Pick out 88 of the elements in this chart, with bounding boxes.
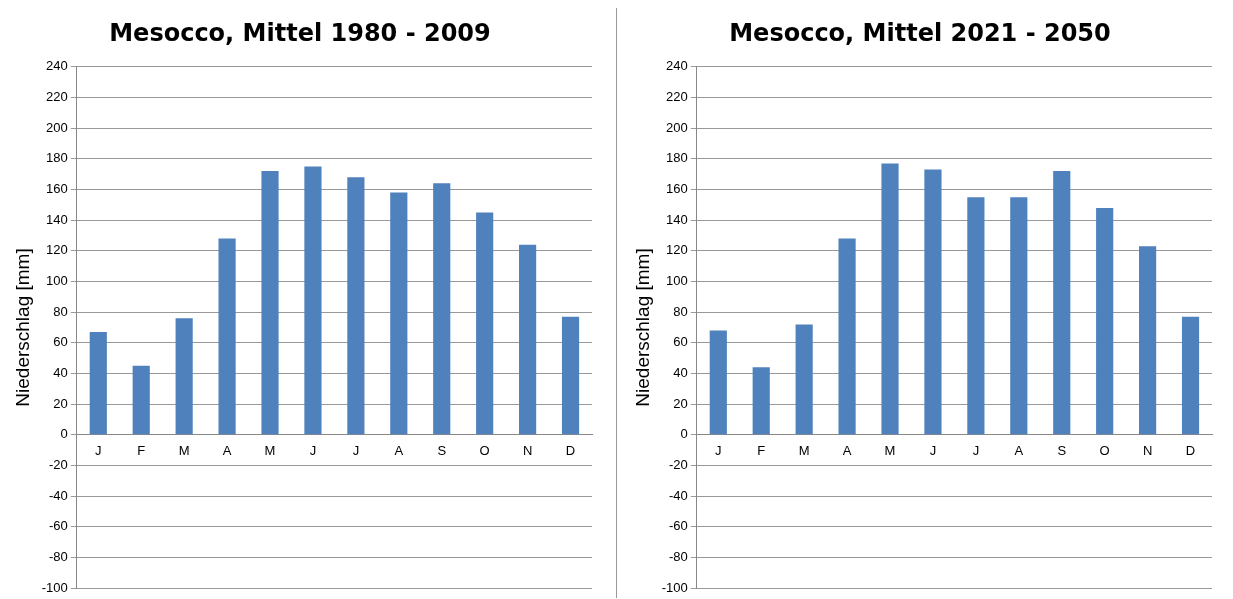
x-tick-label: J <box>352 443 360 459</box>
bar <box>1096 207 1114 435</box>
bar <box>1181 316 1200 435</box>
y-tick-label: 0 <box>60 426 68 442</box>
bar <box>795 324 813 435</box>
y-tick-label: 200 <box>666 119 688 135</box>
x-tick-label: F <box>757 443 766 459</box>
bar <box>218 238 236 435</box>
y-tick-label: 20 <box>673 395 688 411</box>
bar <box>924 169 942 435</box>
y-tick-label: 160 <box>46 181 68 197</box>
bar <box>1139 246 1157 435</box>
y-tick-label: 140 <box>666 211 688 227</box>
y-tick-label: 100 <box>666 273 688 289</box>
bar <box>89 332 107 435</box>
y-axis-title: Niederschlag [mm] <box>11 248 33 407</box>
y-tick-label: 160 <box>666 181 688 197</box>
y-tick-label: 60 <box>53 334 68 350</box>
x-tick-label: S <box>1057 443 1067 459</box>
y-tick-label: -80 <box>49 549 68 565</box>
bar <box>752 367 770 435</box>
bar <box>561 316 580 435</box>
y-tick-label: 40 <box>673 365 688 381</box>
x-tick-label: J <box>309 443 317 459</box>
x-tick-label: D <box>565 443 576 459</box>
bar <box>347 177 365 435</box>
bar <box>476 212 494 435</box>
y-tick-label: 180 <box>46 150 68 166</box>
bar <box>709 330 727 435</box>
x-tick-label: M <box>798 443 810 459</box>
x-tick-label: M <box>178 443 190 459</box>
bar <box>390 192 408 435</box>
x-tick-label: D <box>1185 443 1196 459</box>
y-tick-label: 80 <box>53 303 68 319</box>
y-tick-label: 240 <box>46 58 68 74</box>
x-tick-label: F <box>137 443 146 459</box>
y-tick-label: -40 <box>49 487 68 503</box>
y-tick-label: 120 <box>666 242 688 258</box>
y-tick-label: -80 <box>669 549 688 565</box>
y-tick-label: -100 <box>661 579 688 595</box>
x-tick-label: A <box>394 443 404 459</box>
x-tick-label: O <box>479 443 490 459</box>
x-tick-label: A <box>842 443 852 459</box>
y-tick-label: -60 <box>669 518 688 534</box>
bar <box>519 244 537 435</box>
y-tick-label: 100 <box>46 273 68 289</box>
y-tick-label: 20 <box>53 395 68 411</box>
y-tick-label: 60 <box>673 334 688 350</box>
bar <box>881 163 899 435</box>
y-tick-label: 120 <box>46 242 68 258</box>
y-tick-label: 220 <box>666 89 688 105</box>
x-tick-label: J <box>972 443 980 459</box>
x-tick-label: A <box>222 443 232 459</box>
y-tick-label: -100 <box>41 579 68 595</box>
y-tick-label: 140 <box>46 211 68 227</box>
y-tick-label: 0 <box>680 426 688 442</box>
bar <box>967 197 985 435</box>
chart-title: Mesocco, Mittel 2021 - 2050 <box>729 18 1111 47</box>
x-tick-label: J <box>95 443 102 459</box>
y-tick-label: -20 <box>49 457 68 473</box>
x-tick-label: M <box>884 443 896 459</box>
chart-title: Mesocco, Mittel 1980 - 2009 <box>109 18 491 47</box>
y-tick-label: 180 <box>666 150 688 166</box>
bar <box>433 183 451 435</box>
bar <box>132 365 150 435</box>
y-tick-label: 240 <box>666 58 688 74</box>
x-tick-label: A <box>1014 443 1024 459</box>
bar <box>838 238 856 435</box>
x-tick-label: J <box>715 443 722 459</box>
x-tick-label: J <box>929 443 937 459</box>
x-tick-label: O <box>1099 443 1110 459</box>
y-tick-label: 80 <box>673 303 688 319</box>
x-tick-label: N <box>1142 443 1153 459</box>
bar <box>304 166 322 435</box>
bar <box>175 318 193 435</box>
y-tick-label: -40 <box>669 487 688 503</box>
x-tick-label: N <box>522 443 533 459</box>
y-tick-label: 220 <box>46 89 68 105</box>
y-tick-label: -60 <box>49 518 68 534</box>
x-tick-label: M <box>264 443 276 459</box>
y-tick-label: 200 <box>46 119 68 135</box>
bar <box>1010 197 1028 435</box>
bar <box>261 171 279 435</box>
y-tick-label: 40 <box>53 365 68 381</box>
bar <box>1053 171 1071 435</box>
x-tick-label: S <box>437 443 447 459</box>
y-tick-label: -20 <box>669 457 688 473</box>
y-axis-title: Niederschlag [mm] <box>631 248 653 407</box>
